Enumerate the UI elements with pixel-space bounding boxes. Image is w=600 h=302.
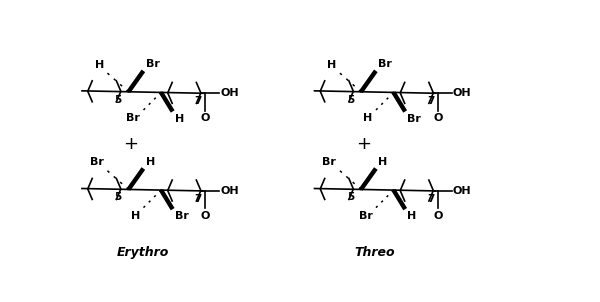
Text: Br: Br xyxy=(90,157,104,167)
Text: OH: OH xyxy=(452,186,471,196)
Text: 5: 5 xyxy=(115,95,122,105)
Text: 7: 7 xyxy=(194,96,202,106)
Text: Br: Br xyxy=(146,59,160,69)
Text: H: H xyxy=(95,60,104,70)
Text: Threo: Threo xyxy=(355,246,395,259)
Text: Br: Br xyxy=(359,210,373,220)
Text: Br: Br xyxy=(407,114,421,124)
Text: 5: 5 xyxy=(347,192,354,202)
Text: OH: OH xyxy=(220,186,239,196)
Text: O: O xyxy=(200,113,210,123)
Text: 7: 7 xyxy=(427,96,434,106)
Text: Br: Br xyxy=(378,59,392,69)
Text: 7: 7 xyxy=(427,194,434,204)
Text: H: H xyxy=(131,210,140,220)
Text: H: H xyxy=(378,157,388,167)
Text: Br: Br xyxy=(126,113,140,123)
Text: 5: 5 xyxy=(115,192,122,202)
Text: Br: Br xyxy=(322,157,337,167)
Text: 7: 7 xyxy=(194,194,202,204)
Text: H: H xyxy=(327,60,337,70)
Text: O: O xyxy=(433,211,442,221)
Text: H: H xyxy=(364,113,373,123)
Text: H: H xyxy=(175,114,184,124)
Text: H: H xyxy=(146,157,155,167)
Text: H: H xyxy=(407,211,417,221)
Text: O: O xyxy=(200,211,210,221)
Text: +: + xyxy=(124,135,139,153)
Text: O: O xyxy=(433,113,442,123)
Text: +: + xyxy=(356,135,371,153)
Text: OH: OH xyxy=(220,88,239,98)
Text: Br: Br xyxy=(175,211,189,221)
Text: 5: 5 xyxy=(347,95,354,105)
Text: OH: OH xyxy=(452,88,471,98)
Text: Erythro: Erythro xyxy=(116,246,169,259)
